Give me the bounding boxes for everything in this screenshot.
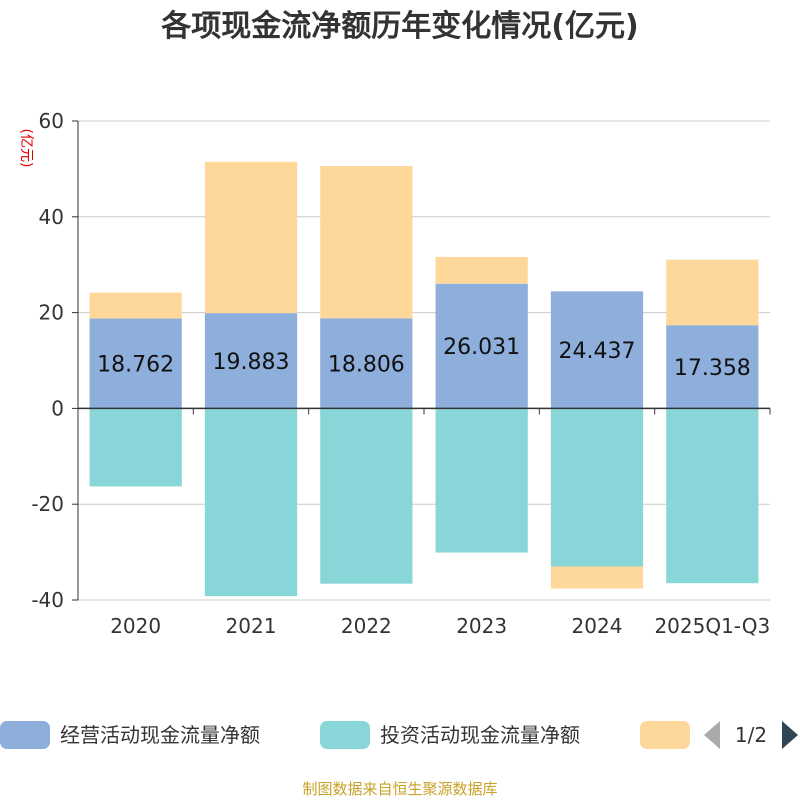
- x-tick-label: 2020: [110, 614, 161, 638]
- x-tick-label: 2021: [226, 614, 277, 638]
- bar-2024-series-3[interactable]: [550, 566, 644, 589]
- legend-swatch-series-3[interactable]: [640, 721, 690, 749]
- data-label: 18.762: [97, 352, 174, 377]
- axes: [72, 120, 771, 601]
- legend-label-series-2: 投资活动现金流量净额: [380, 723, 580, 747]
- bar-2021-series-2[interactable]: [204, 408, 298, 597]
- data-label: 24.437: [559, 339, 636, 364]
- legend-swatch-series-2[interactable]: [320, 721, 370, 749]
- bar-2024-series-1[interactable]: [550, 291, 644, 409]
- x-tick-label: 2025Q1-Q3: [654, 614, 770, 638]
- legend-pager: 1/2: [704, 721, 798, 749]
- y-tick-label: 20: [39, 301, 64, 325]
- legend: 经营活动现金流量净额 投资活动现金流量净额: [0, 721, 690, 749]
- data-label: 17.358: [674, 356, 751, 381]
- bar-2022-series-1[interactable]: [320, 318, 413, 409]
- legend-label-series-1: 经营活动现金流量净额: [60, 723, 260, 747]
- data-label: 18.806: [328, 352, 405, 377]
- bar-2022-series-2[interactable]: [320, 408, 413, 584]
- data-label: 26.031: [443, 335, 520, 360]
- bar-2023-series-2[interactable]: [435, 408, 528, 553]
- x-tick-label: 2022: [341, 614, 392, 638]
- bar-2021-series-1[interactable]: [204, 313, 298, 409]
- bar-2025Q1-Q3-series-1[interactable]: [666, 325, 759, 409]
- y-tick-label: 60: [39, 109, 64, 133]
- x-tick-labels: 2020 2021 2022 2023 2024 2025Q1-Q3: [110, 614, 770, 638]
- legend-prev-page-icon[interactable]: [704, 721, 720, 749]
- legend-next-page-icon[interactable]: [782, 721, 798, 749]
- data-label: 19.883: [213, 350, 290, 375]
- legend-page-indicator: 1/2: [735, 723, 767, 747]
- x-tick-label: 2024: [572, 614, 623, 638]
- bar-2022-series-3[interactable]: [320, 165, 413, 319]
- y-tick-label: -40: [31, 588, 64, 612]
- y-tick-label: 40: [39, 205, 64, 229]
- bars: [89, 161, 759, 597]
- bar-2020-series-1[interactable]: [89, 318, 182, 409]
- legend-swatch-series-1[interactable]: [0, 721, 50, 749]
- bar-2025Q1-Q3-series-3[interactable]: [666, 259, 759, 326]
- bar-2020-series-3[interactable]: [89, 292, 182, 319]
- bar-2020-series-2[interactable]: [89, 408, 182, 487]
- y-tick-labels: -40 -20 0 20 40 60: [31, 109, 64, 612]
- bar-2021-series-3[interactable]: [204, 161, 298, 314]
- bar-2025Q1-Q3-series-2[interactable]: [666, 408, 759, 584]
- bar-2024-series-2[interactable]: [550, 408, 644, 567]
- data-labels: 18.762 19.883 18.806 26.031 24.437 17.358: [97, 335, 751, 381]
- y-tick-label: 0: [51, 396, 64, 420]
- x-tick-label: 2023: [456, 614, 507, 638]
- bar-2023-series-1[interactable]: [435, 283, 528, 409]
- chart-title: 各项现金流净额历年变化情况(亿元): [160, 9, 638, 44]
- data-source: 制图数据来自恒生聚源数据库: [302, 780, 497, 798]
- bar-2023-series-3[interactable]: [435, 256, 528, 284]
- y-axis-unit: (亿元): [18, 129, 34, 168]
- y-tick-label: -20: [31, 492, 64, 516]
